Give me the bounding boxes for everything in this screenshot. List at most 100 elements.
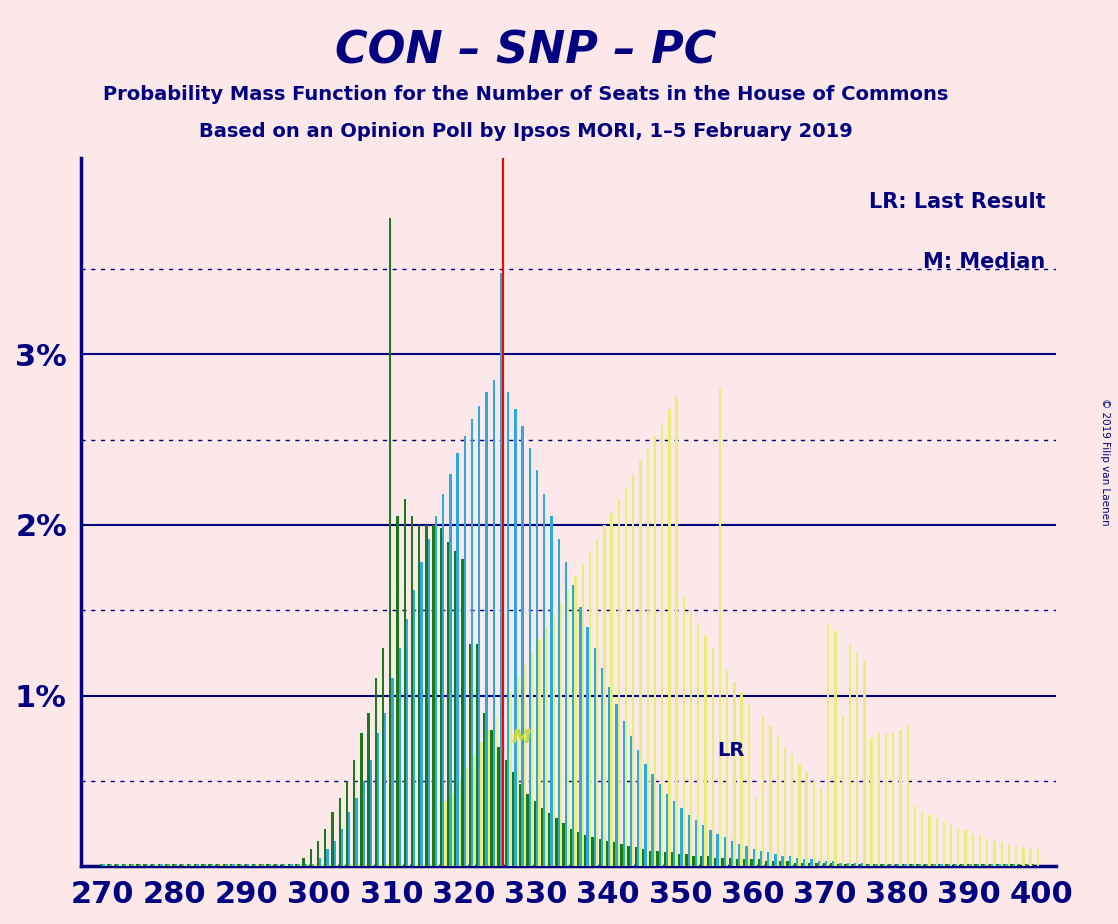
Bar — [479, 406, 481, 866]
Bar — [805, 772, 808, 866]
Bar — [1022, 847, 1024, 866]
Bar — [1036, 849, 1039, 866]
Bar — [350, 865, 352, 866]
Bar — [266, 865, 268, 866]
Bar — [548, 813, 550, 866]
Bar — [199, 865, 201, 866]
Bar — [934, 865, 936, 866]
Bar — [623, 721, 625, 866]
Bar — [834, 631, 836, 866]
Bar — [620, 844, 623, 866]
Bar — [615, 704, 617, 866]
Text: LR: LR — [718, 741, 745, 760]
Bar — [375, 678, 377, 866]
Bar — [955, 865, 957, 866]
Bar — [220, 865, 222, 866]
Bar — [942, 821, 945, 866]
Bar — [1011, 865, 1013, 866]
Bar — [902, 865, 904, 866]
Bar — [264, 865, 266, 866]
Bar — [629, 736, 632, 866]
Bar — [792, 755, 794, 866]
Bar — [1032, 865, 1034, 866]
Bar — [581, 565, 584, 866]
Bar — [145, 865, 148, 866]
Bar — [659, 784, 661, 866]
Bar — [324, 829, 326, 866]
Bar — [155, 865, 158, 866]
Bar — [748, 704, 750, 866]
Text: Based on an Opinion Poll by Ipsos MORI, 1–5 February 2019: Based on an Opinion Poll by Ipsos MORI, … — [199, 122, 852, 141]
Bar — [572, 585, 575, 866]
Bar — [577, 832, 579, 866]
Bar — [880, 865, 882, 866]
Bar — [485, 392, 487, 866]
Bar — [567, 590, 569, 866]
Bar — [856, 653, 859, 866]
Bar — [370, 760, 372, 866]
Bar — [241, 865, 245, 866]
Bar — [249, 865, 252, 866]
Bar — [613, 843, 615, 866]
Bar — [444, 801, 446, 866]
Bar — [758, 859, 760, 866]
Bar — [517, 678, 519, 866]
Bar — [936, 819, 938, 866]
Text: Probability Mass Function for the Number of Seats in the House of Commons: Probability Mass Function for the Number… — [103, 85, 948, 104]
Bar — [740, 692, 742, 866]
Bar — [610, 513, 613, 866]
Bar — [608, 687, 610, 866]
Bar — [500, 273, 502, 866]
Bar — [950, 825, 953, 866]
Bar — [385, 712, 387, 866]
Bar — [536, 470, 538, 866]
Bar — [182, 865, 184, 866]
Bar — [897, 865, 899, 866]
Bar — [368, 712, 370, 866]
Bar — [827, 624, 830, 866]
Bar — [285, 865, 287, 866]
Bar — [1007, 844, 1010, 866]
Bar — [498, 747, 500, 866]
Bar — [913, 807, 916, 866]
Bar — [654, 436, 656, 866]
Bar — [295, 865, 297, 866]
Bar — [117, 865, 120, 866]
Bar — [589, 551, 591, 866]
Bar — [675, 397, 678, 866]
Bar — [203, 865, 206, 866]
Bar — [353, 760, 356, 866]
Bar — [998, 865, 1001, 866]
Bar — [120, 865, 122, 866]
Bar — [817, 861, 819, 866]
Bar — [752, 849, 755, 866]
Text: CON – SNP – PC: CON – SNP – PC — [334, 30, 717, 73]
Bar — [387, 865, 389, 866]
Bar — [427, 539, 429, 866]
Bar — [938, 865, 940, 866]
Bar — [177, 865, 179, 866]
Bar — [316, 841, 319, 866]
Bar — [184, 865, 187, 866]
Bar — [291, 865, 293, 866]
Bar — [946, 865, 948, 866]
Bar — [464, 436, 466, 866]
Bar — [800, 863, 803, 866]
Bar — [110, 865, 112, 866]
Bar — [406, 619, 408, 866]
Bar — [842, 716, 844, 866]
Bar — [174, 865, 177, 866]
Bar — [408, 865, 410, 866]
Bar — [114, 865, 117, 866]
Bar — [456, 454, 458, 866]
Bar — [871, 738, 873, 866]
Text: LR: Last Result: LR: Last Result — [869, 192, 1045, 213]
Text: M: Median: M: Median — [923, 252, 1045, 272]
Bar — [917, 865, 919, 866]
Bar — [233, 865, 235, 866]
Bar — [882, 865, 885, 866]
Bar — [844, 865, 846, 866]
Bar — [331, 811, 333, 866]
Bar — [172, 865, 174, 866]
Bar — [854, 863, 856, 866]
